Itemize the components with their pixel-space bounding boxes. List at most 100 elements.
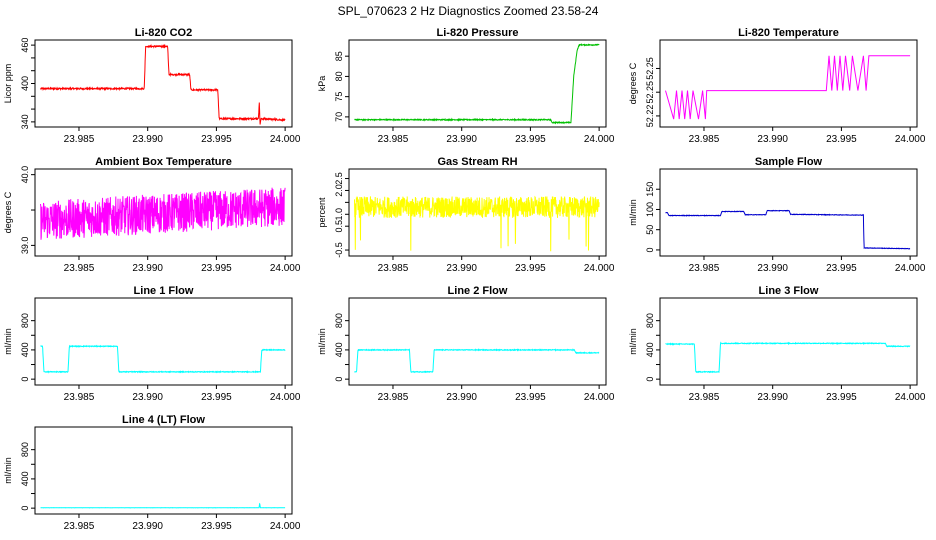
chart-panels: Li-820 CO2 23.985 23.990 23.995 24.000 340 400… [3, 27, 926, 532]
y-axis-label: ml/min [3, 457, 13, 484]
x-tick-label: 23.990 [757, 392, 788, 403]
chart-title: Line 3 Flow [759, 285, 819, 297]
y-tick-label: 85 [334, 51, 344, 61]
plot-frame [348, 39, 607, 128]
y-tick-label: 400 [645, 342, 655, 357]
plot-frame [659, 297, 918, 386]
y-tick-label: 0.5 [334, 220, 344, 233]
y-tick-label: 460 [20, 38, 30, 53]
x-tick-label: 23.985 [378, 263, 409, 274]
chart-title: Line 4 (LT) Flow [122, 414, 205, 426]
x-tick-label: 24.000 [584, 134, 615, 145]
x-tick-label: 23.985 [689, 392, 720, 403]
x-tick-label: 23.985 [64, 134, 95, 145]
y-tick-label: 0 [645, 247, 655, 252]
x-tick-label: 24.000 [270, 521, 301, 532]
series-line [354, 42, 600, 125]
y-axis-label: percent [317, 197, 327, 228]
y-axis-label: degrees C [628, 62, 638, 104]
x-tick-label: 23.985 [689, 134, 720, 145]
y-tick-label: 52.25 [645, 57, 655, 80]
chart-panel: Li-820 CO2 23.985 23.990 23.995 24.000 340 400… [3, 27, 301, 145]
chart-title: Ambient Box Temperature [95, 156, 232, 168]
series-line [354, 348, 600, 374]
x-tick-label: 23.990 [132, 521, 163, 532]
y-tick-label: 0 [334, 377, 344, 382]
chart-title: Li-820 Temperature [738, 27, 839, 39]
x-tick-label: 23.995 [515, 392, 546, 403]
x-tick-label: 24.000 [270, 263, 301, 274]
series-line [40, 187, 286, 240]
series-line [665, 341, 911, 374]
plot-frame [34, 39, 293, 128]
x-tick-label: 23.985 [378, 392, 409, 403]
x-tick-label: 23.990 [132, 134, 163, 145]
y-tick-label: 70 [334, 112, 344, 122]
y-tick-label: 2.5 [334, 172, 344, 185]
x-tick-label: 24.000 [895, 134, 926, 145]
chart-panel: Sample Flow 23.985 23.990 23.995 24.000 0 50 10… [628, 156, 926, 274]
chart-title: Li-820 CO2 [135, 27, 192, 39]
chart-title: Li-820 Pressure [437, 27, 519, 39]
chart-panel: Line 2 Flow 23.985 23.990 23.995 24.000 0 400 8… [317, 285, 615, 403]
y-tick-label: 0 [20, 377, 30, 382]
y-axis-label: ml/min [3, 328, 13, 355]
y-tick-label: 52.22 [645, 105, 655, 128]
y-tick-label: 1.0 [334, 208, 344, 221]
series-line [665, 209, 911, 250]
x-tick-label: 23.995 [201, 134, 232, 145]
chart-panel: Ambient Box Temperature 23.985 23.990 23.99… [3, 156, 301, 274]
x-tick-label: 23.995 [201, 521, 232, 532]
y-tick-label: 40.0 [20, 166, 30, 184]
y-axis-label: ml/min [628, 199, 638, 226]
y-tick-label: 100 [645, 202, 655, 217]
y-tick-label: 400 [334, 342, 344, 357]
y-tick-label: 39.0 [20, 237, 30, 255]
y-axis-label: degrees C [3, 191, 13, 233]
y-axis-label: kPa [317, 76, 327, 92]
plot-frame [34, 168, 293, 257]
series-line [40, 502, 286, 509]
chart-title: Line 2 Flow [448, 285, 508, 297]
y-tick-label: 800 [334, 313, 344, 328]
x-tick-label: 23.990 [446, 392, 477, 403]
x-tick-label: 23.990 [132, 263, 163, 274]
y-tick-label: 0 [20, 506, 30, 511]
y-tick-label: 400 [20, 342, 30, 357]
chart-panel: Li-820 Pressure 23.985 23.990 23.995 24.000 7… [317, 27, 615, 145]
x-tick-label: 23.985 [64, 521, 95, 532]
y-axis-label: ml/min [628, 328, 638, 355]
x-tick-label: 23.990 [446, 134, 477, 145]
y-tick-label: 0 [645, 377, 655, 382]
y-axis-label: Licor ppm [3, 64, 13, 104]
x-tick-label: 23.995 [826, 134, 857, 145]
y-tick-label: -0.5 [334, 242, 344, 258]
x-tick-label: 23.990 [446, 263, 477, 274]
series-line [40, 43, 286, 125]
plot-frame [348, 168, 607, 257]
chart-panel: Line 4 (LT) Flow 23.985 23.990 23.995 24.000… [3, 414, 301, 532]
chart-panel: Gas Stream RH 23.985 23.990 23.995 24.000 -0.… [317, 156, 615, 274]
plot-frame [348, 297, 607, 386]
x-tick-label: 23.995 [201, 392, 232, 403]
y-tick-label: 75 [334, 92, 344, 102]
x-tick-label: 23.985 [64, 263, 95, 274]
chart-title: Gas Stream RH [437, 156, 517, 168]
series-line [40, 344, 286, 374]
plot-frame [659, 39, 918, 128]
chart-title: Sample Flow [755, 156, 823, 168]
plot-frame [659, 168, 918, 257]
y-tick-label: 800 [20, 442, 30, 457]
y-axis-label: ml/min [317, 328, 327, 355]
x-tick-label: 24.000 [584, 392, 615, 403]
x-tick-label: 24.000 [270, 134, 301, 145]
x-tick-label: 23.985 [689, 263, 720, 274]
y-tick-label: 2.0 [334, 184, 344, 197]
x-tick-label: 23.990 [132, 392, 163, 403]
y-tick-label: 400 [20, 471, 30, 486]
x-tick-label: 24.000 [584, 263, 615, 274]
chart-panel: Li-820 Temperature 23.985 23.990 23.995 24.0… [628, 27, 926, 145]
chart-panel: Line 3 Flow 23.985 23.990 23.995 24.000 0 400 8… [628, 285, 926, 403]
figure-title: SPL_070623 2 Hz Diagnostics Zoomed 23.58… [338, 4, 599, 18]
